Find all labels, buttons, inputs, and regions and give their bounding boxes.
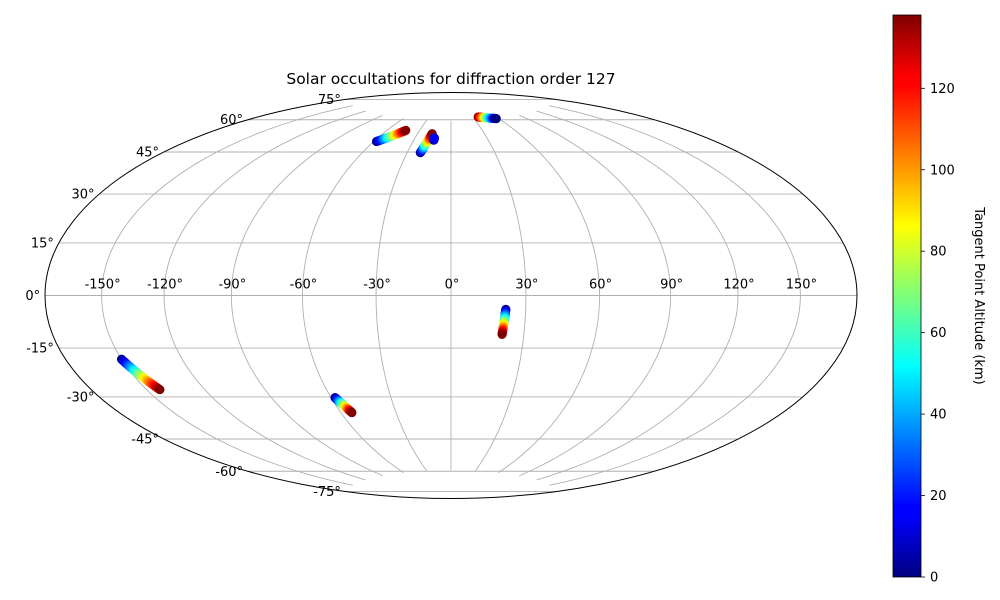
meridian-line (519, 114, 672, 477)
meridian-line (498, 117, 601, 474)
colorbar-tick-label: 40 (930, 408, 947, 423)
map-grid (45, 99, 857, 492)
data-point (155, 384, 165, 395)
colorbar-tick-label: 20 (930, 489, 947, 504)
lat-tick-label: 45° (136, 146, 159, 161)
colorbar-tick-label: 100 (930, 163, 955, 178)
lat-tick-label: 15° (31, 236, 54, 251)
lon-tick-label: 150° (786, 278, 817, 293)
lon-tick-label: 30° (515, 278, 538, 293)
lat-tick-label: -45° (131, 433, 159, 448)
colorbar-ticks: 0 20 40 60 80 100 120 (921, 82, 955, 586)
latitude-tick-labels: 75° 60° 45° 30° 15° 0° -15° -30° -45° -60° -75° (25, 93, 341, 500)
lon-tick-label: 90° (660, 278, 683, 293)
map-boundary (44, 92, 858, 499)
meridian-line (375, 119, 428, 472)
colorbar-tick-label: 80 (930, 245, 947, 260)
lat-tick-label: -30° (67, 390, 95, 405)
data-point (497, 329, 507, 339)
lon-tick-label: 0° (445, 278, 460, 293)
occultation-tracks (116, 112, 511, 418)
data-point (347, 407, 357, 418)
data-point (401, 125, 411, 136)
lon-tick-label: 60° (589, 278, 612, 293)
lon-tick-label: 120° (723, 278, 754, 293)
meridian-line (474, 119, 527, 472)
lat-tick-label: -75° (313, 485, 341, 500)
colorbar (892, 14, 922, 578)
lon-tick-label: -90° (218, 278, 246, 293)
meridian-line (536, 110, 739, 481)
meridian-line (549, 105, 801, 486)
lat-tick-label: 60° (220, 113, 243, 128)
meridian-line (101, 105, 353, 486)
lon-tick-label: -60° (290, 278, 318, 293)
lat-tick-label: -15° (26, 342, 54, 357)
meridian-line (301, 117, 404, 474)
lon-tick-label: -30° (363, 278, 391, 293)
lat-tick-label: 30° (71, 188, 94, 203)
meridian-line (230, 114, 383, 477)
chart-title: Solar occultations for diffraction order… (286, 70, 615, 88)
lat-tick-label: -60° (215, 465, 243, 480)
lat-tick-label: 0° (25, 289, 40, 304)
lon-tick-label: -150° (85, 278, 121, 293)
colorbar-tick-label: 60 (930, 326, 947, 341)
colorbar-label: Tangent Point Altitude (km) (971, 206, 986, 384)
meridian-line (163, 110, 366, 481)
lat-tick-label: 75° (318, 93, 341, 108)
lon-tick-label: -120° (147, 278, 183, 293)
data-point (491, 113, 501, 124)
longitude-tick-labels: -150° -120° -90° -60° -30° 0° 30° 60° 90° 120° 150… (85, 278, 818, 293)
colorbar-tick-label: 0 (930, 571, 938, 586)
colorbar-tick-label: 120 (930, 82, 955, 97)
data-point (429, 133, 439, 143)
